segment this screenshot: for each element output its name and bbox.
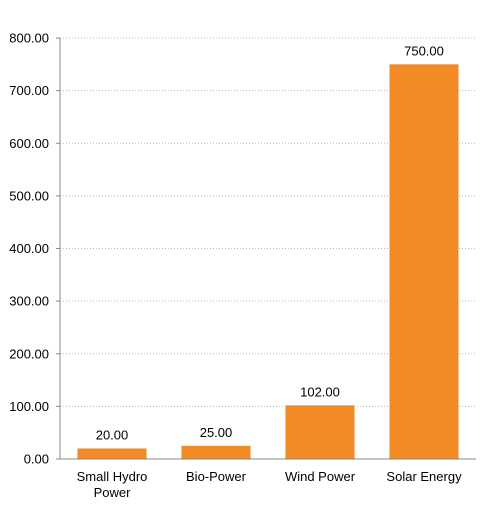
- x-tick-label: Wind Power: [285, 469, 356, 484]
- data-label: 20.00: [96, 427, 129, 442]
- y-tick-label: 0.00: [24, 452, 49, 467]
- bars: 20.00 25.00 102.00 750.00: [77, 43, 459, 459]
- bar: [285, 405, 355, 459]
- y-tick-label: 100.00: [9, 399, 49, 414]
- y-tick-label: 800.00: [9, 31, 49, 46]
- y-tick-label: 400.00: [9, 241, 49, 256]
- bar: [389, 64, 459, 459]
- data-label: 25.00: [200, 425, 233, 440]
- data-label: 102.00: [300, 384, 340, 399]
- y-tick-label: 200.00: [9, 346, 49, 361]
- x-tick-label: Small Hydro Power: [77, 469, 148, 500]
- y-tick-label: 700.00: [9, 83, 49, 98]
- y-tick-label: 500.00: [9, 188, 49, 203]
- y-tick-label: 600.00: [9, 136, 49, 151]
- x-tick-label: Solar Energy: [386, 469, 462, 484]
- x-tick-label: Bio-Power: [186, 469, 247, 484]
- y-axis: 0.00 100.00 200.00 300.00 400.00 500.00 600.00…: [9, 31, 61, 467]
- y-tick-label: 300.00: [9, 294, 49, 309]
- bar: [181, 445, 251, 459]
- x-axis: Small Hydro Power Bio-Power Wind Power Solar…: [60, 458, 476, 500]
- bar: [77, 448, 147, 459]
- gridlines: [60, 37, 476, 407]
- data-label: 750.00: [404, 43, 444, 58]
